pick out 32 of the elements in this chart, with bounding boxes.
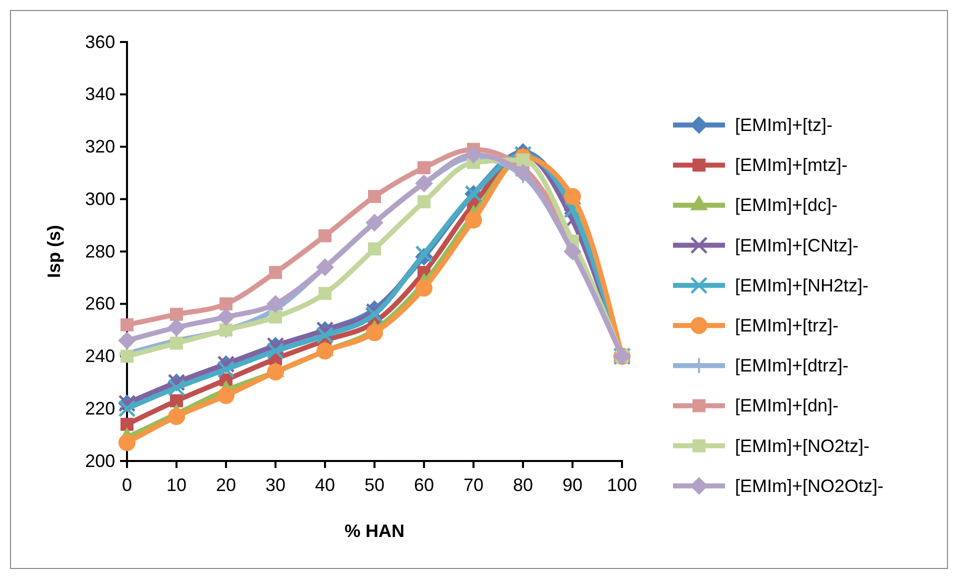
x-tick-label: 0: [122, 474, 132, 495]
y-axis-title: Isp (s): [44, 224, 64, 278]
x-tick-label: 100: [606, 474, 638, 495]
legend-label: [EMIm]+[CNtz]-: [735, 235, 859, 256]
legend-label: [EMIm]+[mtz]-: [735, 155, 848, 176]
x-tick-label: 90: [562, 474, 583, 495]
x-axis-title: % HAN: [344, 521, 405, 541]
legend-label: [EMIm]+[dn]-: [735, 396, 839, 416]
x-tick-label: 30: [265, 474, 286, 495]
y-tick-label: 260: [85, 294, 116, 314]
x-tick-label: 50: [364, 474, 385, 495]
y-tick-label: 200: [85, 450, 116, 471]
y-tick-label: 300: [85, 188, 116, 209]
legend-label: [EMIm]+[trz]-: [735, 316, 839, 336]
legend-label: [EMIm]+[NO2tz]-: [735, 436, 870, 456]
x-tick-label: 70: [463, 474, 484, 495]
x-tick-label: 40: [314, 474, 336, 495]
x-tick-label: 80: [512, 474, 534, 495]
legend-label: [EMIm]+[tz]-: [735, 115, 833, 135]
legend-label: [EMIm]+[NO2Otz]-: [735, 476, 884, 496]
legend-label: [EMIm]+[dtrz]-: [735, 356, 849, 376]
y-tick-label: 340: [85, 84, 116, 104]
y-tick-label: 320: [85, 136, 116, 157]
x-tick-label: 60: [414, 474, 434, 495]
x-tick-label: 10: [166, 474, 187, 495]
legend-label: [EMIm]+[NH2tz]-: [735, 275, 869, 296]
legend-label: [EMIm]+[dc]-: [735, 195, 838, 216]
y-tick-label: 240: [85, 346, 116, 366]
y-tick-label: 220: [85, 398, 116, 418]
y-tick-label: 360: [85, 32, 116, 52]
x-tick-label: 20: [216, 474, 236, 495]
y-tick-label: 280: [85, 241, 116, 262]
